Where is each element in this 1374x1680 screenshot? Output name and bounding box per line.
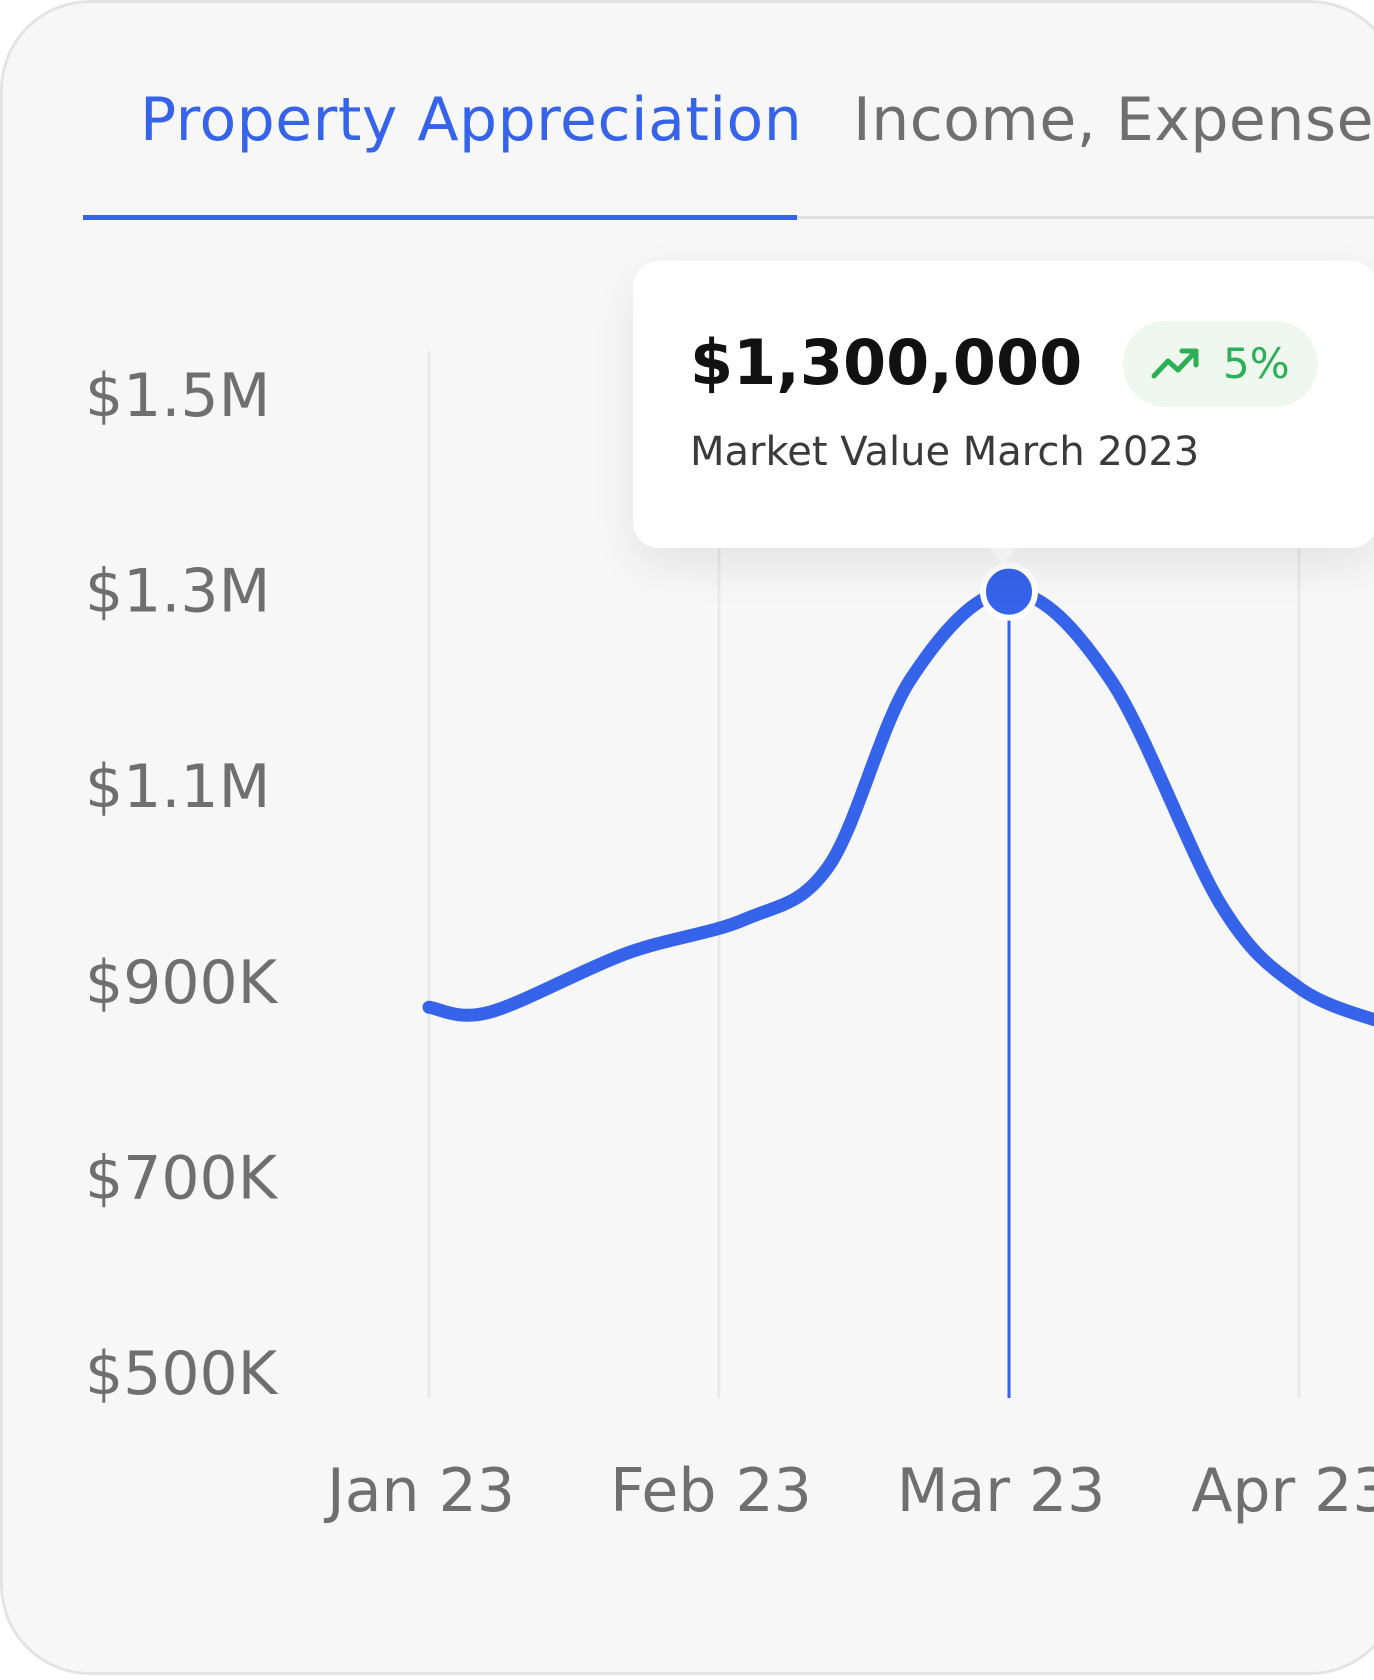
active-tab-indicator	[83, 215, 797, 220]
tab-income-expense[interactable]: Income, Expense A	[853, 85, 1374, 155]
y-tick-label: $1.5M	[85, 361, 270, 431]
x-tick-label: Feb 23	[610, 1456, 812, 1526]
series-line	[422, 585, 1374, 1027]
tab-property-appreciation[interactable]: Property Appreciation	[140, 85, 803, 155]
value-tooltip: $1,300,000 5% Market Value March 2023	[633, 261, 1374, 548]
y-tick-label: $900K	[85, 948, 279, 1018]
line-chart: $1.5M $1.3M $1.1M $900K $700K $500K Jan 23 Feb …	[85, 351, 1374, 1526]
tooltip-value: $1,300,000	[690, 326, 1083, 399]
x-tick-label: Mar 23	[897, 1456, 1106, 1526]
y-tick-label: $1.1M	[85, 752, 270, 822]
highlight-point	[980, 562, 1038, 621]
tab-bar: Property Appreciation Income, Expense A	[3, 3, 1374, 223]
x-tick-label: Apr 23	[1191, 1456, 1374, 1526]
change-percent: 5%	[1223, 339, 1290, 388]
y-tick-label: $700K	[85, 1143, 279, 1213]
y-tick-label: $500K	[85, 1339, 279, 1409]
x-tick-label: Jan 23	[323, 1456, 515, 1526]
trending-up-icon	[1151, 348, 1199, 379]
change-badge: 5%	[1123, 321, 1318, 407]
y-tick-label: $1.3M	[85, 557, 270, 627]
tooltip-caption: Market Value March 2023	[690, 429, 1200, 475]
